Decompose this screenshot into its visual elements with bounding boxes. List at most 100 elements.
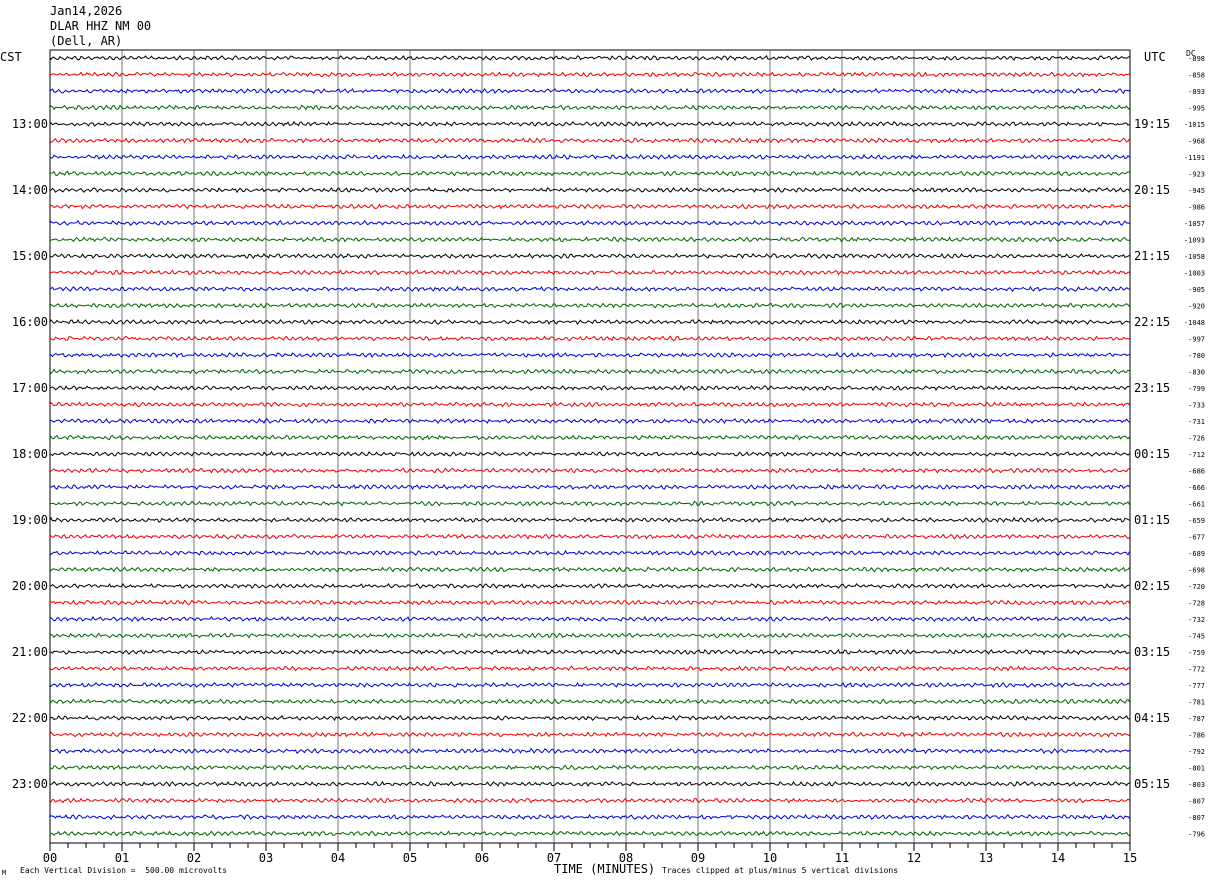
trace-line [49,285,1130,292]
right-hour-label: 01:15 [1134,513,1170,527]
trace-line [49,137,1130,144]
plot-frame [49,49,1131,844]
dc-offset-label: -923 [1188,171,1205,179]
x-tick-label: 06 [475,851,489,865]
trace-line [49,153,1130,160]
trace-line [49,582,1130,590]
x-tick-label: 11 [835,851,849,865]
dc-offset-label: -689 [1188,550,1205,558]
dc-offset-label: -1058 [1184,253,1205,261]
trace-line [49,104,1130,111]
dc-offset-label: -1057 [1184,220,1205,228]
x-tick-label: 01 [115,851,129,865]
trace-line [49,219,1130,227]
dc-offset-label: -726 [1188,435,1205,443]
left-hour-label: 18:00 [12,447,48,461]
right-hour-label: 04:15 [1134,711,1170,725]
dc-offset-label: -796 [1188,831,1205,839]
x-tick-label: 03 [259,851,273,865]
right-hour-label: 23:15 [1134,381,1170,395]
dc-offset-label: -945 [1188,187,1205,195]
dc-offset-label: -905 [1188,286,1205,294]
trace-line [49,384,1130,392]
trace-line [49,830,1130,837]
dc-offset-label: -807 [1188,814,1205,822]
dc-offset-label: -898 [1188,55,1205,63]
dc-offset-label: -995 [1188,105,1205,113]
left-hour-label: 15:00 [12,249,48,263]
dc-offset-label: -659 [1188,517,1205,525]
dc-offset-label: -745 [1188,633,1205,641]
x-tick-label: 07 [547,851,561,865]
dc-offset-label: -759 [1188,649,1205,657]
trace-line [49,615,1130,623]
trace-line [49,747,1130,755]
x-tick-label: 02 [187,851,201,865]
trace-line [49,714,1130,722]
trace-line [49,632,1130,639]
dc-offset-label: -801 [1188,765,1205,773]
left-hour-label: 22:00 [12,711,48,725]
right-hour-label: 02:15 [1134,579,1170,593]
trace-line [49,780,1130,788]
header-date: Jan14,2026 [50,4,123,18]
trace-line [49,236,1130,243]
trace-line [49,516,1130,524]
clip-note: Traces clipped at plus/minus 5 vertical … [662,866,899,875]
trace-line [49,417,1130,425]
dc-offset-label: -686 [1188,468,1205,476]
trace-line [50,648,1130,656]
left-hour-label: 19:00 [12,513,48,527]
trace-line [49,368,1130,375]
x-tick-label: 09 [691,851,705,865]
trace-line [49,318,1130,326]
dc-offset-label: -786 [1188,732,1205,740]
dc-offset-label: -1048 [1184,319,1205,327]
right-hour-label: 22:15 [1134,315,1170,329]
x-tick-label: 00 [43,851,57,865]
dc-offset-label: -666 [1188,484,1205,492]
trace-line [49,698,1130,705]
trace-line [49,55,1130,61]
dc-offset-label: -677 [1188,534,1205,542]
dc-offset-label: -997 [1188,336,1205,344]
dc-offset-label: -986 [1188,204,1205,212]
left-hour-label: 21:00 [12,645,48,659]
trace-line [49,549,1130,557]
trace-line [49,533,1130,540]
trace-line [49,566,1130,573]
trace-line [49,170,1130,177]
x-tick-label: 15 [1123,851,1137,865]
trace-line [49,269,1130,276]
x-tick-label: 12 [907,851,921,865]
x-tick-label: 04 [331,851,345,865]
dc-offset-label: -728 [1188,600,1205,608]
dc-offset-label: -732 [1188,616,1205,624]
dc-offset-label: -698 [1188,567,1205,575]
trace-line [49,87,1130,95]
dc-offset-label: -792 [1188,748,1205,756]
dc-offset-label: -781 [1188,699,1205,707]
dc-offset-label: -772 [1188,666,1205,674]
left-hour-label: 13:00 [12,117,48,131]
x-tick-label: 13 [979,851,993,865]
x-axis-title: TIME (MINUTES) [554,862,656,876]
right-hour-label: 19:15 [1134,117,1170,131]
trace-line [49,120,1130,128]
dc-header: DC [1186,49,1196,58]
right-hour-label: 05:15 [1134,777,1170,791]
dc-offset-label: -787 [1188,715,1205,723]
trace-line [49,500,1130,507]
right-hour-label: 20:15 [1134,183,1170,197]
right-hour-label: 21:15 [1134,249,1170,263]
dc-offset-label: -858 [1188,72,1205,80]
trace-line [49,401,1130,408]
trace-line [49,203,1130,210]
left-hour-label: 14:00 [12,183,48,197]
trace-line [49,813,1130,821]
dc-offset-label: -920 [1188,303,1205,311]
left-hour-label: 23:00 [12,777,48,791]
dc-offset-label: -803 [1188,781,1205,789]
header-location: (Dell, AR) [50,34,123,48]
dc-offset-label: -661 [1188,501,1205,509]
